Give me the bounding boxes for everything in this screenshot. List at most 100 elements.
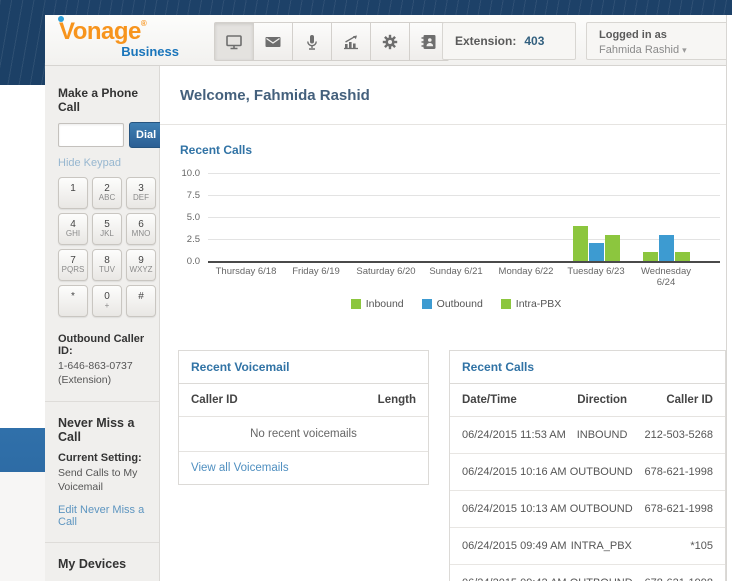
bar-outbound [589,243,604,261]
extension-label: Extension: [455,34,516,48]
cell-caller-id: 678-621-1998 [633,503,713,515]
my-devices-title: My Devices [58,557,149,571]
recent-voicemail-panel: Recent Voicemail Caller ID Length No rec… [178,350,429,485]
keypad-key-4[interactable]: 4GHI [58,213,88,245]
bar-group [631,173,701,261]
legend-swatch [351,299,361,309]
keypad-key-0[interactable]: 0+ [92,285,122,317]
divider [45,401,159,402]
voicemail-empty-message: No recent voicemails [179,417,428,452]
current-setting-label: Current Setting: [58,452,149,464]
microphone-icon [302,32,322,52]
x-tick-label: Sunday 6/21 [421,266,491,288]
chart-plot: 10.07.55.02.50.0 [178,173,720,261]
recent-calls-chart-title: Recent Calls [180,143,726,157]
toolbar-button-gear[interactable] [371,22,410,61]
cell-caller-id: *105 [632,540,713,552]
logged-in-user[interactable]: Fahmida Rashid ▾ [599,43,727,58]
dial-button[interactable]: Dial [129,122,163,148]
make-call-title: Make a Phone Call [58,86,149,114]
registered-mark: ® [141,19,146,28]
keypad-key-8[interactable]: 8TUV [92,249,122,281]
address-book-icon [419,32,439,52]
cell-caller-id: 678-621-1998 [633,577,713,581]
x-tick-label: Tuesday 6/23 [561,266,631,288]
keypad-key-2[interactable]: 2ABC [92,177,122,209]
keypad: 1 2ABC3DEF4GHI5JKL6MNO7PQRS8TUV9WXYZ* 0+… [58,177,149,317]
phone-number-input[interactable] [58,123,124,147]
recent-calls-chart: 10.07.55.02.50.0 Thursday 6/18Friday 6/1… [178,173,720,310]
chevron-down-icon: ▾ [682,45,687,55]
outbound-caller-id-value: 1-646-863-0737 (Extension) [58,360,149,387]
legend-label: Intra-PBX [516,298,562,310]
logged-in-label: Logged in as [599,28,727,43]
page-background [0,0,45,581]
logged-in-box[interactable]: Logged in as Fahmida Rashid ▾ [586,22,727,60]
cell-date-time: 06/24/2015 10:13 AM [462,503,570,515]
chart-icon [341,32,361,52]
column-caller-id: Caller ID [191,394,378,406]
column-length: Length [378,394,416,406]
column-direction: Direction [577,394,627,406]
toolbar-button-mail[interactable] [254,22,293,61]
main-content: Welcome, Fahmida Rashid Recent Calls 10.… [160,66,726,581]
table-row: 06/24/2015 10:16 AMOUTBOUND678-621-1998 [450,454,725,491]
chart-bars [211,173,701,261]
y-tick-label: 10.0 [178,168,200,179]
cell-date-time: 06/24/2015 09:49 AM [462,540,571,552]
calls-column-headers: Date/Time Direction Caller ID [450,384,725,417]
keypad-key-#[interactable]: # [126,285,156,317]
bar-group [281,173,351,261]
x-axis: Thursday 6/18Friday 6/19Saturday 6/20Sun… [211,266,701,288]
view-all-voicemails-link[interactable]: View all Voicemails [179,452,428,484]
recent-calls-title: Recent Calls [450,351,725,384]
mail-icon [263,32,283,52]
recent-calls-panel: Recent Calls Date/Time Direction Caller … [449,350,726,581]
keypad-key-3[interactable]: 3DEF [126,177,156,209]
desktop-icon [224,32,244,52]
bar-group [561,173,631,261]
toolbar-button-microphone[interactable] [293,22,332,61]
cell-caller-id: 212-503-5268 [627,429,713,441]
header: Vonage® Business Extension: 403 Logged i… [45,15,726,66]
outbound-caller-id-label: Outbound Caller ID: [58,333,149,357]
toolbar-button-desktop[interactable] [214,22,254,61]
x-tick-label: Friday 6/19 [281,266,351,288]
hide-keypad-link[interactable]: Hide Keypad [58,157,121,169]
table-row: 06/24/2015 09:49 AMINTRA_PBX*105 [450,528,725,565]
keypad-key-*[interactable]: * [58,285,88,317]
legend-swatch [501,299,511,309]
divider [45,542,159,543]
keypad-key-5[interactable]: 5JKL [92,213,122,245]
bar-inbound [573,226,588,261]
sidebar: Make a Phone Call Dial Hide Keypad 1 2AB… [45,66,160,581]
cell-date-time: 06/24/2015 10:16 AM [462,466,570,478]
keypad-key-7[interactable]: 7PQRS [58,249,88,281]
keypad-key-9[interactable]: 9WXYZ [126,249,156,281]
keypad-key-6[interactable]: 6MNO [126,213,156,245]
never-miss-title: Never Miss a Call [58,416,149,444]
column-date-time: Date/Time [462,394,577,406]
y-tick-label: 5.0 [178,212,200,223]
cell-caller-id: 678-621-1998 [633,466,713,478]
recent-voicemail-title: Recent Voicemail [179,351,428,384]
toolbar-button-chart[interactable] [332,22,371,61]
recent-calls-rows: 06/24/2015 11:53 AMINBOUND212-503-526806… [450,417,725,581]
vonage-logo-text: Vonage® [59,18,146,45]
logo-dot-icon [58,16,64,22]
x-axis-line [208,261,720,263]
table-row: 06/24/2015 09:42 AMOUTBOUND678-621-1998 [450,565,725,581]
cell-direction: OUTBOUND [570,503,633,515]
bar-group [491,173,561,261]
x-tick-label: Thursday 6/18 [211,266,281,288]
vonage-logo: Vonage® Business [59,20,179,58]
page-title: Welcome, Fahmida Rashid [180,87,726,104]
edit-never-miss-link[interactable]: Edit Never Miss a Call [58,504,149,528]
chart-legend: InboundOutboundIntra-PBX [211,298,701,310]
x-tick-label: Monday 6/22 [491,266,561,288]
top-banner [0,0,732,15]
divider [160,124,726,125]
vonage-logo-business: Business [59,45,179,58]
cell-direction: INBOUND [577,429,628,441]
keypad-key-1[interactable]: 1 [58,177,88,209]
